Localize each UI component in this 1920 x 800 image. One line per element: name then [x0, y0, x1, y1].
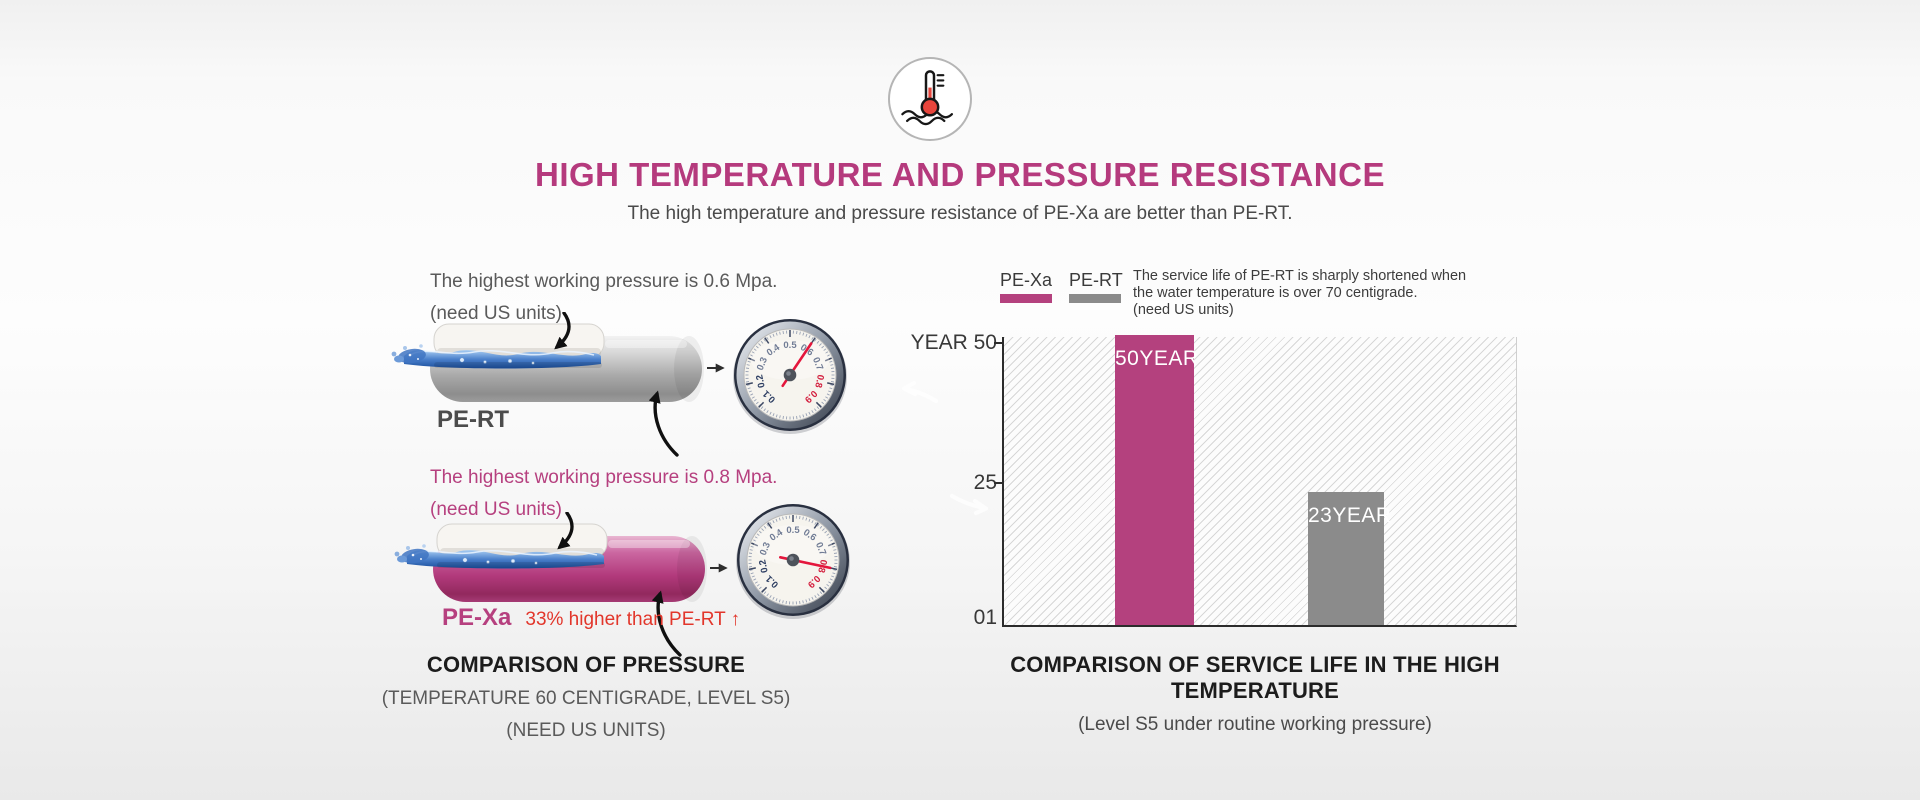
svg-text:0.3: 0.3	[755, 356, 770, 372]
chart-note-line: the water temperature is over 70 centigr…	[1133, 285, 1418, 301]
thermometer-icon	[888, 57, 972, 141]
section-subtitle: The high temperature and pressure resist…	[627, 203, 1293, 224]
chart-legend: PE-Xa PE-RT	[1000, 270, 1123, 303]
y-axis-tick-25	[994, 482, 1003, 484]
pe-xa-advantage-note: 33% higher than PE-RT ↑	[525, 609, 741, 630]
chart-plot-area: 50YEAR 23YEAR	[994, 335, 1517, 627]
svg-text:0.1: 0.1	[760, 387, 778, 405]
service-life-caption: COMPARISON OF SERVICE LIFE IN THE HIGH T…	[1005, 652, 1505, 736]
bar-pe-rt: 23YEAR	[1308, 492, 1392, 625]
svg-text:0.4: 0.4	[768, 527, 786, 544]
svg-text:0.4: 0.4	[765, 342, 783, 359]
service-life-caption-title: COMPARISON OF SERVICE LIFE IN THE HIGH T…	[1010, 652, 1500, 703]
pe-xa-label-row: PE-Xa 33% higher than PE-RT ↑	[442, 604, 740, 632]
pe-rt-pipe-illustration	[390, 311, 730, 457]
legend-swatch-gray	[1069, 294, 1122, 303]
svg-text:0.3: 0.3	[758, 541, 773, 557]
chart-note-line: (need US units)	[1133, 302, 1234, 318]
service-life-caption-sub: (Level S5 under routine working pressure…	[1078, 714, 1432, 735]
svg-text:0.5: 0.5	[786, 525, 800, 536]
section-title: HIGH TEMPERATURE AND PRESSURE RESISTANCE	[535, 156, 1385, 193]
chart-note-line: The service life of PE-RT is sharply sho…	[1133, 268, 1467, 284]
pe-rt-units-note: (need US units)	[430, 303, 563, 324]
chart-note: The service life of PE-RT is sharply sho…	[1133, 268, 1466, 319]
pe-rt-label: PE-RT	[437, 406, 509, 433]
bar-value-label: 50YEAR	[1115, 347, 1199, 370]
svg-text:0.8: 0.8	[815, 559, 829, 574]
bar-pe-xa: 50YEAR	[1115, 335, 1199, 625]
legend-item-pe-rt: PE-RT	[1069, 270, 1123, 303]
legend-item-pe-xa: PE-Xa	[1000, 270, 1052, 303]
svg-text:0.5: 0.5	[783, 340, 797, 351]
pe-rt-pressure-text: The highest working pressure is 0.6 Mpa.	[430, 271, 778, 292]
svg-text:0.1: 0.1	[763, 572, 781, 590]
pe-xa-pressure-gauge: 0.1 0.2 0.3 0.4 0.5 0.6 0.7 0.8 0.9	[731, 498, 855, 622]
svg-text:0.2: 0.2	[757, 559, 771, 574]
thermometer-water-glyph	[901, 70, 954, 126]
svg-text:0.6: 0.6	[801, 527, 818, 544]
pressure-caption-sub2: (NEED US UNITS)	[506, 720, 666, 741]
legend-swatch-magenta	[1000, 294, 1052, 303]
svg-text:0.6: 0.6	[798, 342, 815, 359]
legend-label: PE-Xa	[1000, 270, 1053, 290]
pressure-caption-title: COMPARISON OF PRESSURE	[426, 652, 746, 677]
y-axis-tick-label-01: 01	[973, 606, 997, 629]
bar-value-label: 23YEAR	[1308, 504, 1392, 527]
svg-text:0.7: 0.7	[810, 356, 825, 372]
pe-rt-pressure-gauge: 0.1 0.2 0.3 0.4 0.5 0.6 0.7 0.8 0.9	[728, 313, 852, 437]
svg-text:0.9: 0.9	[802, 388, 819, 405]
legend-label: PE-RT	[1069, 270, 1123, 290]
pe-xa-pressure-text: The highest working pressure is 0.8 Mpa.	[430, 467, 778, 488]
svg-text:0.8: 0.8	[812, 374, 826, 389]
decorative-arrow-left	[902, 381, 938, 403]
pe-xa-units-note: (need US units)	[430, 499, 563, 520]
y-axis-tick-label-25: 25	[973, 471, 997, 494]
svg-text:0.2: 0.2	[754, 374, 768, 389]
y-axis-tick-label-50: YEAR 50	[910, 331, 997, 354]
pressure-caption-sub1: (TEMPERATURE 60 CENTIGRADE, LEVEL S5)	[381, 688, 791, 709]
svg-text:0.7: 0.7	[813, 541, 828, 557]
pe-xa-pipe-illustration	[393, 511, 733, 657]
svg-text:0.9: 0.9	[805, 573, 822, 590]
pe-xa-label: PE-Xa	[442, 604, 512, 631]
pressure-caption: COMPARISON OF PRESSURE (TEMPERATURE 60 C…	[336, 652, 836, 742]
y-axis-tick-50	[994, 342, 1003, 344]
